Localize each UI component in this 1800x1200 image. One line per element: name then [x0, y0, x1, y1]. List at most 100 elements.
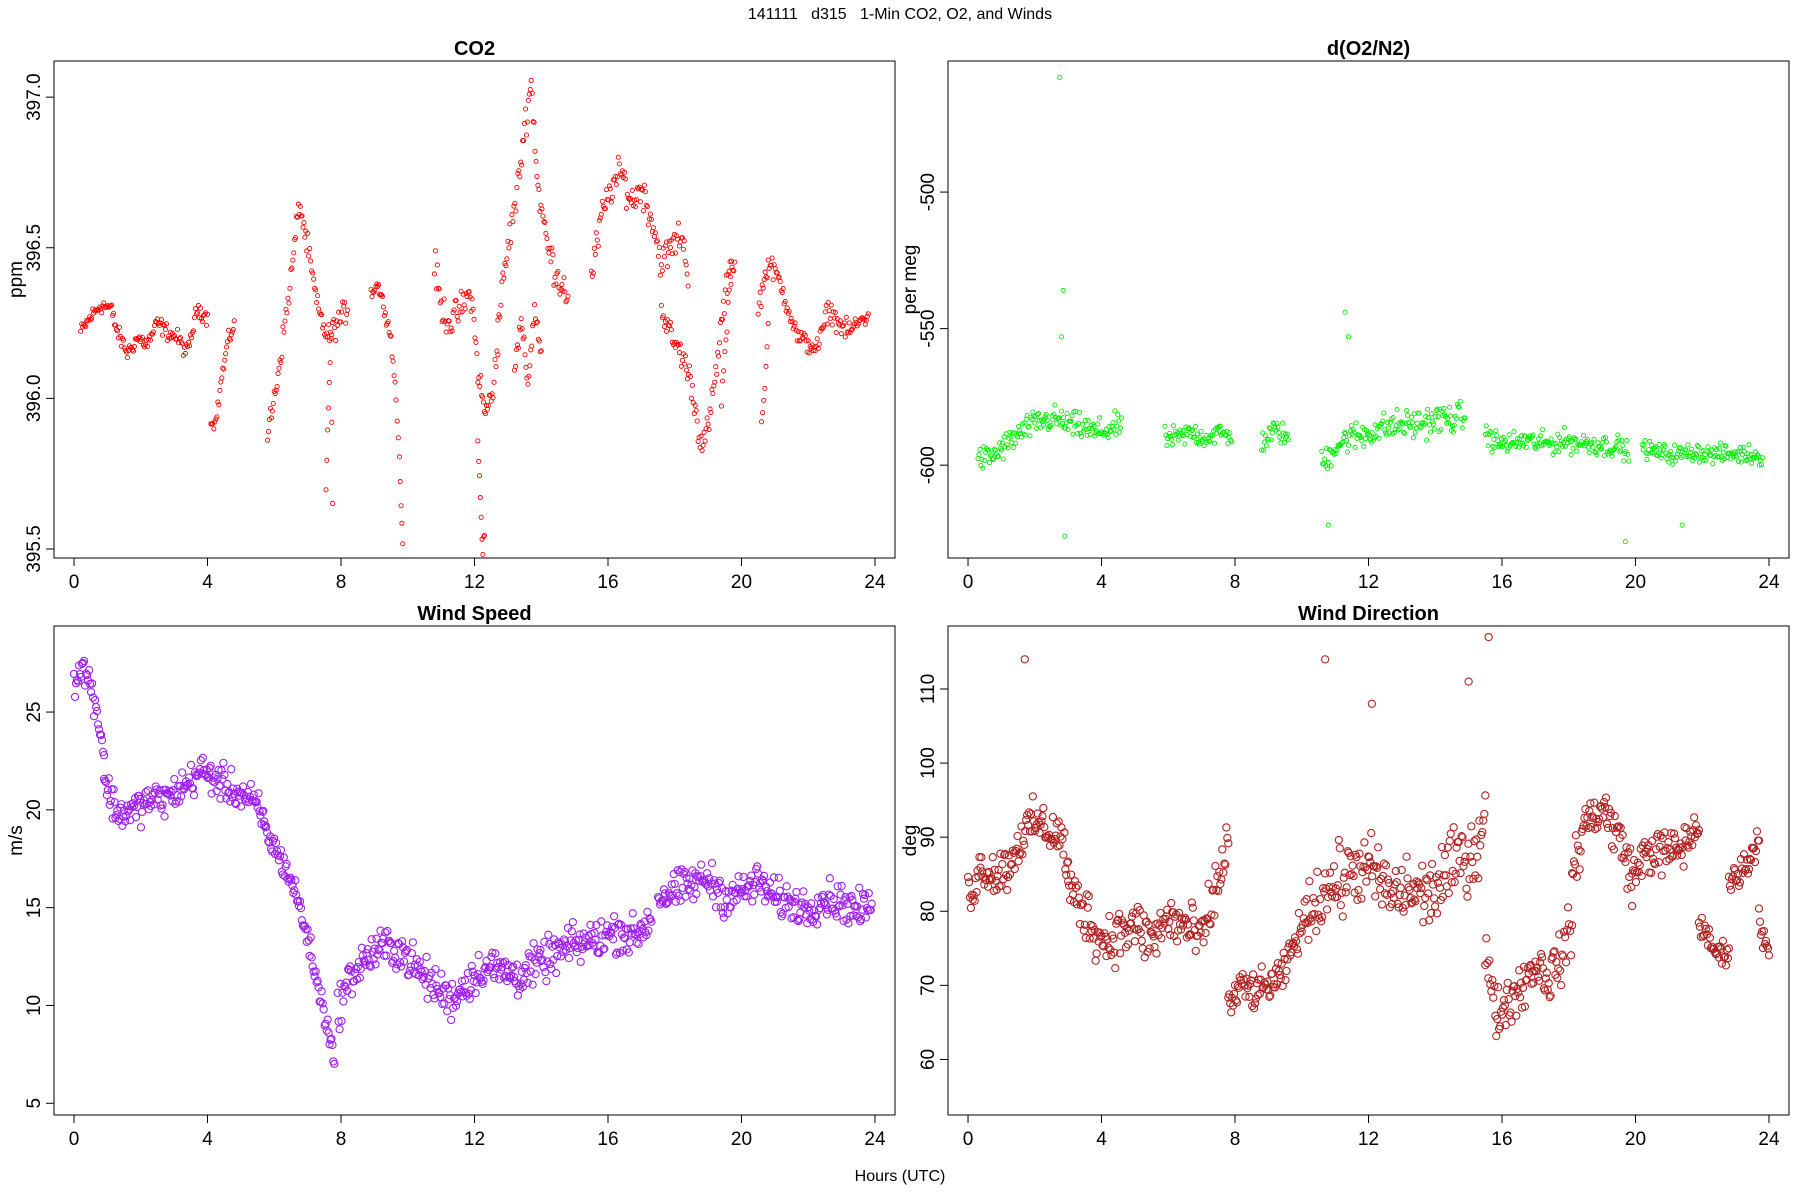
- data-point: [764, 275, 770, 281]
- data-point: [1080, 920, 1089, 929]
- data-point: [976, 863, 985, 872]
- data-point: [1051, 831, 1060, 840]
- data-point: [758, 419, 765, 425]
- data-point: [1615, 432, 1621, 438]
- x-tick-label: 8: [1230, 1129, 1241, 1150]
- data-point: [1334, 447, 1340, 453]
- data-point: [522, 352, 528, 358]
- data-point: [430, 994, 439, 1003]
- data-point: [710, 391, 716, 397]
- data-point: [509, 212, 515, 218]
- data-point: [265, 832, 275, 841]
- data-point: [818, 890, 828, 900]
- data-point: [810, 347, 816, 354]
- data-point: [1683, 447, 1689, 453]
- data-point: [454, 985, 464, 995]
- data-point: [1325, 868, 1335, 877]
- data-point: [1209, 885, 1218, 895]
- data-point: [1534, 972, 1543, 981]
- data-point: [310, 270, 316, 276]
- data-point: [846, 911, 855, 921]
- data-point: [1643, 845, 1652, 854]
- data-point: [1084, 432, 1090, 438]
- data-point: [1676, 445, 1682, 451]
- data-point: [608, 935, 618, 944]
- data-point: [1749, 460, 1755, 466]
- data-point: [1661, 846, 1670, 855]
- data-point: [659, 268, 665, 274]
- data-point: [255, 807, 264, 816]
- data-point: [760, 410, 766, 416]
- x-tick-label: 24: [864, 1129, 886, 1150]
- data-point: [556, 952, 566, 961]
- data-point: [764, 890, 774, 899]
- data-point: [428, 979, 437, 988]
- data-point: [307, 245, 313, 252]
- data-point: [1601, 793, 1611, 802]
- data-point: [1216, 879, 1225, 889]
- data-point: [285, 295, 291, 301]
- data-point: [837, 318, 843, 324]
- data-point: [1603, 823, 1613, 833]
- data-point: [1000, 456, 1006, 462]
- data-point: [1085, 934, 1094, 943]
- data-point: [1507, 1017, 1516, 1026]
- data-point: [327, 360, 333, 366]
- data-point: [718, 908, 727, 917]
- data-point: [1282, 966, 1291, 976]
- data-point: [297, 203, 303, 209]
- data-point: [1007, 429, 1013, 435]
- data-point: [824, 321, 830, 327]
- data-point: [664, 264, 670, 270]
- data-point: [1063, 857, 1073, 866]
- data-point: [1322, 905, 1332, 914]
- data-point-outlier: [1367, 699, 1376, 708]
- data-point: [1438, 427, 1444, 433]
- x-tick-label: 12: [1358, 1129, 1379, 1150]
- data-point: [713, 364, 719, 370]
- data-point: [714, 371, 720, 377]
- data-point: [450, 310, 456, 316]
- data-point: [188, 335, 195, 341]
- data-point: [1182, 441, 1188, 447]
- data-point: [672, 250, 678, 256]
- data-point: [829, 322, 835, 328]
- data-point: [317, 987, 326, 996]
- data-point: [1372, 863, 1382, 873]
- data-point: [500, 270, 506, 276]
- data-point: [802, 333, 808, 339]
- data-point: [760, 285, 766, 291]
- data-point: [83, 324, 89, 330]
- data-point-outlier: [1058, 334, 1065, 340]
- data-point: [197, 305, 204, 311]
- data-point: [1371, 892, 1380, 901]
- data-point: [451, 307, 457, 313]
- data-point: [966, 903, 976, 913]
- data-point: [1722, 945, 1732, 954]
- data-point: [1329, 862, 1339, 871]
- data-point: [1432, 414, 1438, 420]
- data-point: [216, 402, 222, 408]
- data-point: [721, 368, 727, 374]
- data-point: [1217, 423, 1223, 429]
- data-point: [1224, 839, 1233, 848]
- data-point: [606, 927, 615, 936]
- data-point: [219, 375, 225, 381]
- data-point: [148, 790, 157, 800]
- data-point: [1430, 421, 1436, 427]
- data-point: [1198, 428, 1204, 434]
- data-point: [220, 365, 226, 371]
- data-point: [330, 1059, 339, 1069]
- data-point: [478, 373, 484, 379]
- data-point: [518, 159, 524, 165]
- data-point: [510, 219, 516, 225]
- data-point: [973, 866, 982, 875]
- data-point: [1118, 425, 1124, 431]
- data-point: [522, 968, 531, 978]
- data-point: [481, 532, 488, 538]
- data-point: [455, 318, 461, 324]
- data-point: [647, 211, 653, 217]
- data-point: [274, 384, 280, 390]
- data-point: [459, 309, 465, 315]
